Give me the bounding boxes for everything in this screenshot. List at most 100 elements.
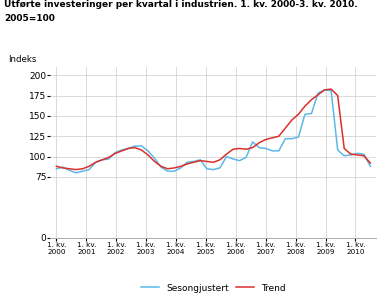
Sesongjustert <box>316 91 320 95</box>
Line: Trend: Trend <box>56 89 371 170</box>
Sesongjustert <box>303 113 307 116</box>
Sesongjustert <box>54 167 59 170</box>
Trend <box>67 167 72 170</box>
Trend <box>152 160 157 163</box>
Trend <box>120 149 124 153</box>
Sesongjustert <box>113 151 118 154</box>
Trend <box>106 156 111 159</box>
Trend <box>54 164 59 168</box>
Trend <box>277 135 281 138</box>
Sesongjustert <box>198 158 203 162</box>
Sesongjustert <box>348 153 353 157</box>
Trend <box>100 158 104 162</box>
Text: Indeks: Indeks <box>8 55 36 64</box>
Trend <box>172 166 177 170</box>
Trend <box>159 164 163 168</box>
Trend <box>283 126 288 130</box>
Trend <box>178 164 183 168</box>
Sesongjustert <box>146 149 150 153</box>
Sesongjustert <box>61 165 65 169</box>
Trend <box>303 104 307 108</box>
Sesongjustert <box>296 135 301 139</box>
Trend <box>368 161 373 165</box>
Sesongjustert <box>237 159 242 163</box>
Trend <box>263 138 268 141</box>
Trend <box>133 146 137 149</box>
Text: 2005=100: 2005=100 <box>4 14 55 23</box>
Sesongjustert <box>172 169 177 173</box>
Sesongjustert <box>139 144 144 148</box>
Sesongjustert <box>277 149 281 153</box>
Sesongjustert <box>159 165 163 169</box>
Trend <box>185 162 190 166</box>
Trend <box>231 147 236 151</box>
Sesongjustert <box>191 160 196 163</box>
Trend <box>257 141 262 145</box>
Sesongjustert <box>74 171 78 175</box>
Trend <box>329 87 333 91</box>
Sesongjustert <box>342 154 346 158</box>
Sesongjustert <box>270 149 275 153</box>
Trend <box>74 168 78 171</box>
Trend <box>348 152 353 156</box>
Sesongjustert <box>178 166 183 170</box>
Sesongjustert <box>211 168 216 171</box>
Sesongjustert <box>204 167 209 170</box>
Sesongjustert <box>263 147 268 150</box>
Trend <box>335 94 340 97</box>
Trend <box>322 88 327 92</box>
Trend <box>61 166 65 170</box>
Sesongjustert <box>80 169 85 173</box>
Sesongjustert <box>244 156 248 159</box>
Trend <box>250 146 255 149</box>
Sesongjustert <box>94 160 98 164</box>
Sesongjustert <box>133 144 137 148</box>
Sesongjustert <box>335 148 340 152</box>
Sesongjustert <box>152 156 157 160</box>
Trend <box>355 153 360 157</box>
Sesongjustert <box>289 137 294 141</box>
Trend <box>87 164 92 168</box>
Sesongjustert <box>257 146 262 149</box>
Trend <box>316 93 320 97</box>
Sesongjustert <box>67 169 72 172</box>
Sesongjustert <box>185 160 190 164</box>
Sesongjustert <box>368 164 373 168</box>
Sesongjustert <box>355 152 360 155</box>
Sesongjustert <box>87 168 92 171</box>
Sesongjustert <box>283 137 288 141</box>
Trend <box>296 113 301 116</box>
Sesongjustert <box>224 155 229 158</box>
Sesongjustert <box>329 89 333 92</box>
Trend <box>139 148 144 152</box>
Trend <box>146 153 150 157</box>
Sesongjustert <box>120 148 124 152</box>
Sesongjustert <box>218 166 222 170</box>
Trend <box>113 152 118 155</box>
Sesongjustert <box>322 88 327 92</box>
Trend <box>218 158 222 162</box>
Trend <box>165 167 170 170</box>
Trend <box>211 160 216 164</box>
Trend <box>191 160 196 164</box>
Sesongjustert <box>165 169 170 173</box>
Sesongjustert <box>362 152 366 156</box>
Trend <box>126 147 131 150</box>
Trend <box>80 167 85 170</box>
Sesongjustert <box>126 147 131 150</box>
Trend <box>270 136 275 140</box>
Text: Utførte investeringer per kvartal i industrien. 1. kv. 2000-3. kv. 2010.: Utførte investeringer per kvartal i indu… <box>4 0 357 9</box>
Line: Sesongjustert: Sesongjustert <box>56 90 371 173</box>
Trend <box>204 160 209 163</box>
Trend <box>224 152 229 156</box>
Trend <box>289 118 294 122</box>
Sesongjustert <box>309 112 314 115</box>
Trend <box>309 98 314 102</box>
Trend <box>244 147 248 151</box>
Sesongjustert <box>250 140 255 144</box>
Sesongjustert <box>231 157 236 161</box>
Trend <box>237 147 242 150</box>
Sesongjustert <box>106 157 111 161</box>
Sesongjustert <box>100 158 104 162</box>
Trend <box>198 159 203 163</box>
